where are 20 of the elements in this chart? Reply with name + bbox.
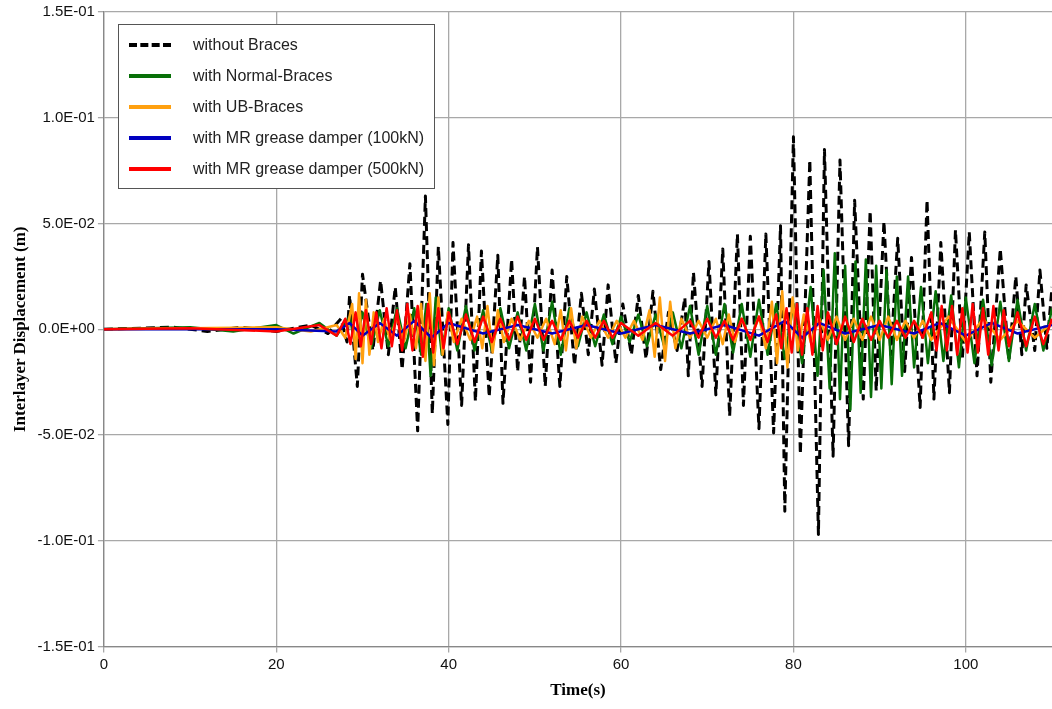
y-tick-label: 5.0E-02 (42, 213, 95, 231)
y-tick-label: -5.0E-02 (37, 425, 95, 443)
x-tick-label: 60 (612, 654, 630, 672)
y-tick-label: -1.0E-01 (37, 530, 95, 548)
y-tick-label: -1.5E-01 (37, 636, 95, 654)
x-tick-label: 100 (953, 654, 979, 672)
y-tick-label: 1.5E-01 (42, 2, 95, 20)
x-tick-label: 40 (440, 654, 458, 672)
x-axis-title: Time(s) (550, 680, 606, 700)
y-axis-title: Interlayer Displacement (m) (9, 226, 29, 433)
legend-label: with MR grease damper (100kN) (192, 128, 425, 147)
x-tick-label: 0 (99, 654, 109, 672)
legend-label: without Braces (192, 35, 298, 54)
x-tick-label: 80 (785, 654, 802, 672)
y-tick-label: 0.0E+00 (38, 319, 95, 337)
legend-label: with UB-Braces (192, 97, 304, 116)
x-tick-label: 20 (267, 654, 285, 672)
legend-label: with MR grease damper (500kN) (192, 159, 425, 178)
legend-label: with Normal-Braces (192, 66, 333, 85)
y-tick-label: 1.0E-01 (42, 107, 95, 125)
